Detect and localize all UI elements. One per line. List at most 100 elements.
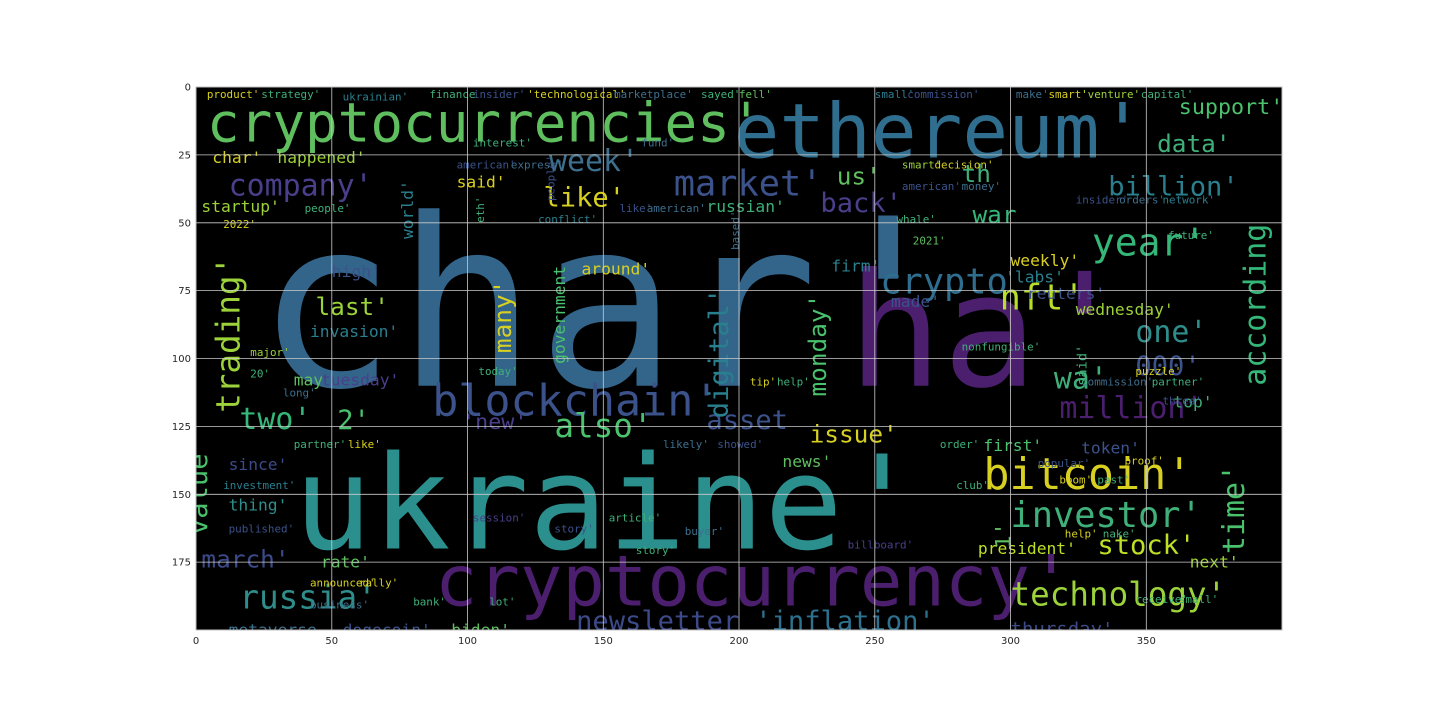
word-108: orders' <box>1119 194 1165 207</box>
word-137: story' <box>554 522 593 535</box>
word-48: biden' <box>451 620 510 639</box>
word-90: make' <box>1016 88 1049 101</box>
word-62: token' <box>1081 439 1140 458</box>
word-140: billboard' <box>848 539 914 552</box>
word-5: cryptocurrency' <box>435 540 1073 623</box>
word-28: back' <box>820 188 902 219</box>
word-102: people' <box>305 202 351 215</box>
word-27: th <box>962 159 991 188</box>
word-82: finance <box>430 88 476 101</box>
word-56: reuters' <box>1027 284 1105 303</box>
word-103: conflict' <box>538 213 597 226</box>
axis-ticks: 0 50 100 150 200 250 300 350 0 25 50 75 100 125 150 175 <box>172 83 1156 648</box>
word-49: metaverse <box>229 620 317 639</box>
word-117: long' <box>283 387 316 400</box>
y-tick-label: 100 <box>172 354 191 365</box>
word-147: lot' <box>489 596 515 609</box>
word-77: government <box>550 266 569 364</box>
word-21: wa' <box>1054 361 1108 396</box>
word-127: popular' <box>1038 457 1090 470</box>
word-132: past' <box>1097 473 1130 486</box>
word-109: network' <box>1163 194 1215 207</box>
word-19: 'labs' <box>1005 268 1064 287</box>
word-135: showed' <box>717 438 763 451</box>
word-75: time' <box>1217 464 1252 554</box>
word-107: insider' <box>1076 194 1128 207</box>
word-94: interest' <box>473 137 532 150</box>
word-8: investor' <box>1011 495 1202 536</box>
word-146: bank' <box>413 596 446 609</box>
word-42: invasion' <box>310 322 398 341</box>
y-tick-label: 175 <box>172 558 191 569</box>
word-92: 'venture' <box>1081 88 1140 101</box>
word-46: thursday' <box>1011 618 1114 640</box>
word-45: president' <box>978 539 1076 558</box>
word-0: char' <box>256 170 959 442</box>
word-68: support' <box>1179 95 1283 120</box>
word-130: club' <box>956 479 989 492</box>
word-144: business' <box>310 598 369 611</box>
word-87: fell' <box>739 88 772 101</box>
word-157: people' <box>544 155 557 201</box>
y-tick-label: 25 <box>178 150 191 161</box>
word-43: tuesday' <box>321 371 399 390</box>
word-29: like' <box>544 183 626 214</box>
word-40: last' <box>316 292 389 321</box>
word-79: product' <box>207 88 259 101</box>
word-133: session' <box>473 511 525 524</box>
word-131: boom' <box>1059 473 1092 486</box>
word-layer: char'ukraine'ha'ethereum'cryptocurrencie… <box>196 87 1283 640</box>
word-91: smart' <box>1049 88 1088 101</box>
word-116: 20' <box>250 368 270 381</box>
word-143: announced' <box>310 577 376 590</box>
word-2: ha' <box>848 241 1132 424</box>
word-14: company' <box>229 169 373 204</box>
word-141: help' <box>1065 528 1098 541</box>
word-76: world' <box>398 180 417 239</box>
word-86: sayed' <box>701 88 740 101</box>
word-59: made' <box>891 292 940 311</box>
word-60: news' <box>782 452 831 471</box>
word-26: us' <box>837 162 881 191</box>
word-114: puzzle' <box>1135 365 1181 378</box>
word-93: capital' <box>1141 88 1193 101</box>
word-20: million' <box>1059 391 1203 426</box>
word-138: story' <box>636 544 675 557</box>
word-72: monday' <box>803 294 832 397</box>
plot-frame <box>195 86 1283 631</box>
word-18: crypto <box>880 261 1008 302</box>
word-122: partner' <box>1152 376 1204 389</box>
word-33: 'new' <box>462 410 527 435</box>
word-71: digital' <box>704 288 735 419</box>
word-37: 2' <box>337 405 370 436</box>
x-tick-label: 300 <box>1001 636 1020 647</box>
x-tick-label: 250 <box>865 636 884 647</box>
word-106: whale' <box>897 213 936 226</box>
word-115: major' <box>250 346 289 359</box>
word-30: war <box>973 200 1017 229</box>
word-119: tip' <box>750 376 776 389</box>
word-80: strategy' <box>261 88 320 101</box>
word-118: today' <box>478 365 517 378</box>
word-36: two' <box>239 402 311 437</box>
word-155: eth' <box>474 197 487 223</box>
word-13: market' <box>674 164 823 205</box>
word-54: russian' <box>706 197 784 216</box>
word-158: based' <box>729 211 742 250</box>
word-38: march' <box>201 545 289 574</box>
word-150: receive' <box>1135 593 1187 606</box>
y-tick-label: 50 <box>178 218 191 229</box>
word-139: buyer' <box>685 525 724 538</box>
word-47: dogecoin' <box>343 620 431 639</box>
word-142: nake' <box>1103 528 1136 541</box>
word-111: 2021' <box>913 235 946 248</box>
word-99: decision' <box>935 158 994 171</box>
word-32: asset <box>706 405 788 436</box>
word-3: ethereum' <box>734 87 1146 176</box>
word-50: startup' <box>201 197 279 216</box>
word-125: like' <box>348 438 381 451</box>
word-123: three' <box>1163 395 1202 408</box>
word-100: american' <box>902 180 961 193</box>
word-66: thing' <box>229 496 288 515</box>
word-81: ukrainian' <box>343 91 409 104</box>
